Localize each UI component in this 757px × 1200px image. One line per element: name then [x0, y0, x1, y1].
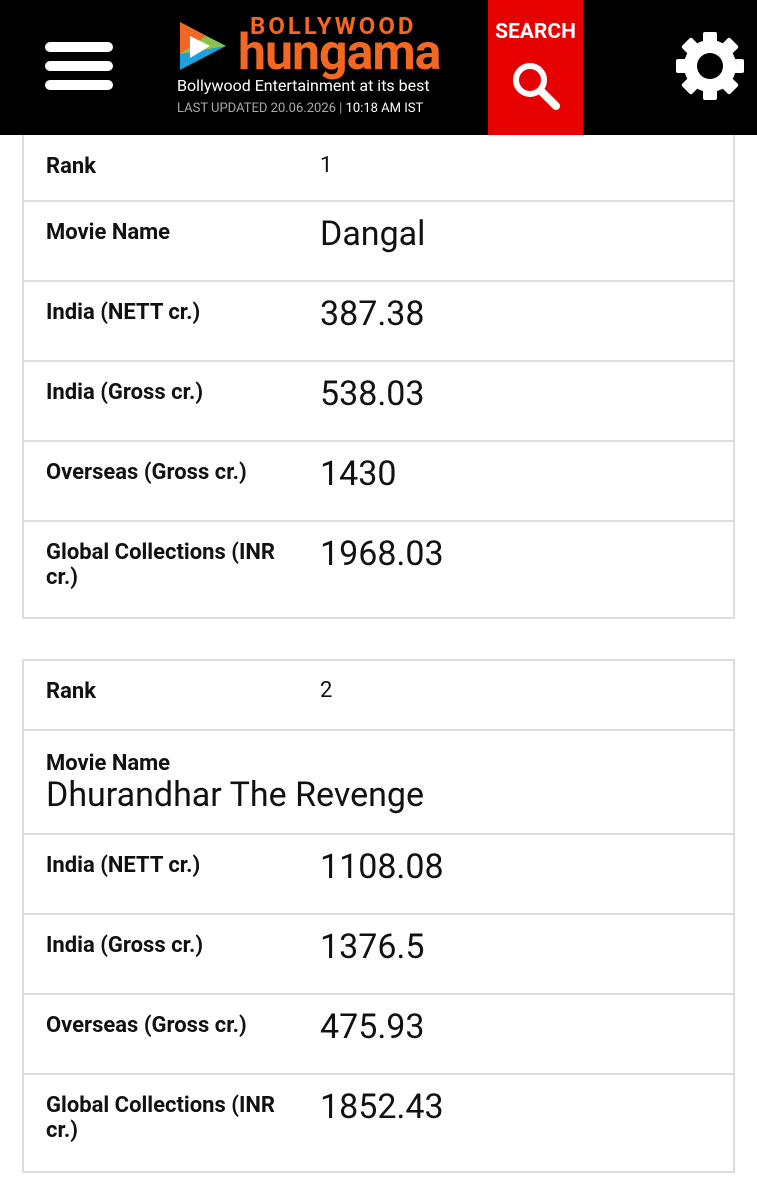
search-label: SEARCH: [495, 20, 576, 44]
row-label: India (Gross cr.): [46, 933, 204, 958]
update-time: 10:18 AM IST: [345, 101, 424, 116]
row-label: India (Gross cr.): [46, 380, 204, 405]
table-row: Global Collections (INR cr.) 1852.43: [24, 1075, 733, 1171]
table-row: India (NETT cr.) 1108.08: [24, 835, 733, 915]
search-button[interactable]: SEARCH: [488, 0, 583, 135]
row-value: 1376.5: [320, 927, 425, 967]
row-value: 1: [320, 153, 333, 178]
search-icon: [513, 63, 560, 110]
row-label: Movie Name: [46, 751, 171, 776]
table-row: Overseas (Gross cr.) 1430: [24, 442, 733, 522]
row-label: Rank: [46, 679, 96, 704]
row-label: Rank: [46, 154, 96, 179]
row-label: Overseas (Gross cr.): [46, 460, 247, 485]
row-value: Dangal: [320, 214, 426, 254]
table-row: Movie Name Dangal: [24, 202, 733, 282]
row-value: 1108.08: [320, 847, 444, 887]
brand-top[interactable]: BOLLYWOOD: [250, 12, 417, 40]
movie-card: Rank 1 Movie Name Dangal India (NETT cr.) 387…: [22, 130, 735, 619]
table-row: India (NETT cr.) 387.38: [24, 282, 733, 362]
row-label: Overseas (Gross cr.): [46, 1013, 247, 1038]
table-row: Rank 2: [24, 661, 733, 731]
row-value: 2: [320, 678, 333, 703]
row-label: Movie Name: [46, 220, 171, 245]
row-value: 475.93: [320, 1007, 425, 1047]
update-date: LAST UPDATED 20.06.2026 |: [177, 101, 343, 116]
row-value: Dhurandhar The Revenge: [46, 775, 425, 815]
table-row: Global Collections (INR cr.) 1968.03: [24, 522, 733, 617]
table-row: India (Gross cr.) 1376.5: [24, 915, 733, 995]
logo-icon[interactable]: [176, 20, 228, 72]
row-value: 387.38: [320, 294, 425, 334]
tagline: Bollywood Entertainment at its best: [177, 76, 430, 95]
last-updated: LAST UPDATED 20.06.2026 | 10:18 AM IST: [177, 101, 423, 116]
row-label: Global Collections (INR cr.): [46, 540, 276, 590]
settings-button[interactable]: [674, 30, 746, 102]
row-value: 1968.03: [320, 534, 444, 574]
table-row: Rank 1: [24, 132, 733, 202]
table-row: India (Gross cr.) 538.03: [24, 362, 733, 442]
table-row: Movie Name Dhurandhar The Revenge: [24, 731, 733, 835]
row-label: India (NETT cr.): [46, 853, 201, 878]
row-value: 1430: [320, 454, 397, 494]
row-label: Global Collections (INR cr.): [46, 1093, 276, 1143]
row-value: 538.03: [320, 374, 425, 414]
movie-card: Rank 2 Movie Name Dhurandhar The Revenge Ind…: [22, 659, 735, 1173]
brand-main[interactable]: hungama: [238, 24, 441, 82]
row-value: 1852.43: [320, 1087, 444, 1127]
app-header: BOLLYWOOD hungama Bollywood Entertainmen…: [0, 0, 757, 135]
menu-button[interactable]: [45, 42, 113, 90]
table-row: Overseas (Gross cr.) 475.93: [24, 995, 733, 1075]
row-label: India (NETT cr.): [46, 300, 201, 325]
